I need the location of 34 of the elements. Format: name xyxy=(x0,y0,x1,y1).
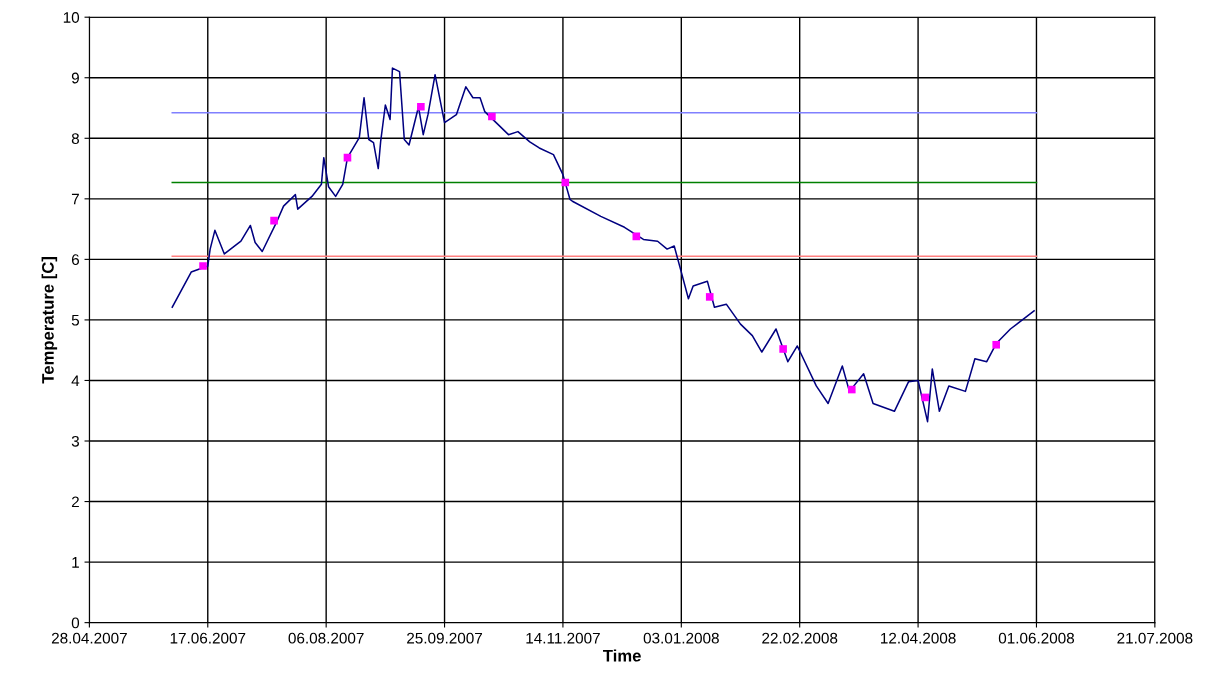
x-tick-label: 06.08.2007 xyxy=(288,632,364,644)
point xyxy=(199,262,207,270)
y-tick-label: 5 xyxy=(71,314,80,326)
y-tick-label: 8 xyxy=(71,133,80,144)
x-tick-label: 03.01.2008 xyxy=(643,632,719,644)
y-tick-label: 1 xyxy=(72,557,79,568)
y-tick-label: 0 xyxy=(71,617,80,629)
y-tick-label: 9 xyxy=(71,72,79,84)
x-tick-label: 21.07.2008 xyxy=(1117,632,1193,644)
x-tick-label: 17.06.2007 xyxy=(170,632,246,644)
line-series xyxy=(171,67,1035,423)
x-tick-label: 14.11.2007 xyxy=(526,632,600,644)
x-tick-label: 01.06.2008 xyxy=(998,632,1075,644)
y-tick-label: 7 xyxy=(71,193,79,205)
point xyxy=(779,345,787,353)
y-tick-label: 2 xyxy=(71,496,79,508)
y-axis-title: Temperature [C] xyxy=(41,257,58,384)
point xyxy=(270,216,278,225)
point xyxy=(847,385,856,394)
point xyxy=(561,178,570,187)
y-tick-label: 6 xyxy=(71,254,79,266)
point xyxy=(992,340,1001,349)
y-tick-label: 10 xyxy=(63,12,80,23)
point xyxy=(921,393,929,402)
point xyxy=(705,293,714,301)
x-tick-label: 12.04.2008 xyxy=(881,632,956,644)
y-tick-label: 4 xyxy=(71,375,80,386)
x-tick-label: 25.09.2007 xyxy=(407,632,483,644)
x-axis-title: Time xyxy=(603,649,641,662)
point xyxy=(417,103,425,111)
point xyxy=(488,112,496,121)
y-tick-label: 3 xyxy=(71,435,79,447)
x-tick-label: 28.04.2007 xyxy=(51,632,127,644)
x-tick-label: 22.02.2008 xyxy=(762,632,838,644)
